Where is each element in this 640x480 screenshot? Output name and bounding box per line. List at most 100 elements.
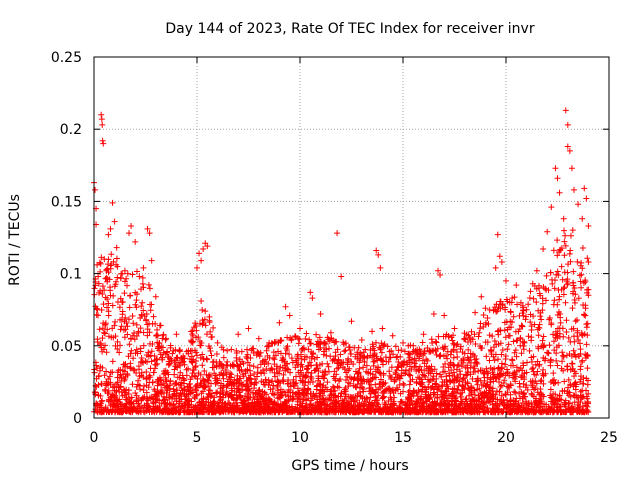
data-point xyxy=(440,353,447,360)
data-point xyxy=(203,331,210,338)
data-point xyxy=(183,390,190,397)
data-point xyxy=(563,278,570,285)
data-point xyxy=(416,407,423,414)
data-point xyxy=(557,319,564,326)
data-point xyxy=(256,386,263,393)
data-point xyxy=(562,232,569,239)
data-point xyxy=(199,362,206,369)
data-point xyxy=(107,402,114,409)
data-point xyxy=(560,291,567,298)
data-point xyxy=(370,358,377,365)
data-point xyxy=(263,397,270,404)
data-point xyxy=(342,391,349,398)
data-point xyxy=(245,325,252,332)
data-point xyxy=(95,273,102,280)
data-point xyxy=(556,395,563,402)
data-point xyxy=(195,334,202,341)
data-point xyxy=(271,356,278,363)
data-point xyxy=(115,403,122,410)
data-point xyxy=(509,357,516,364)
data-point xyxy=(585,390,592,397)
data-point xyxy=(247,367,254,374)
data-point xyxy=(502,391,509,398)
data-point xyxy=(162,367,169,374)
data-point xyxy=(546,315,553,322)
data-point xyxy=(188,328,195,335)
data-point xyxy=(161,400,168,407)
data-point xyxy=(501,327,508,334)
data-point xyxy=(412,406,419,413)
data-point xyxy=(233,377,240,384)
data-point xyxy=(450,409,457,416)
data-point xyxy=(210,358,217,365)
y-tick-label: 0 xyxy=(73,411,82,427)
data-point xyxy=(387,394,394,401)
data-point xyxy=(565,384,572,391)
data-point xyxy=(424,398,431,405)
data-point xyxy=(98,116,105,123)
data-point xyxy=(239,407,246,414)
data-point xyxy=(352,409,359,416)
data-point xyxy=(379,383,386,390)
data-point xyxy=(121,387,128,394)
data-point xyxy=(529,406,536,413)
data-point xyxy=(347,351,354,358)
data-point xyxy=(579,332,586,339)
data-point xyxy=(443,373,450,380)
data-point xyxy=(158,409,165,416)
data-point xyxy=(110,392,117,399)
data-point xyxy=(497,305,504,312)
data-point xyxy=(253,390,260,397)
data-point xyxy=(223,383,230,390)
data-point xyxy=(555,308,562,315)
data-point xyxy=(342,402,349,409)
data-point xyxy=(125,316,132,323)
data-point xyxy=(491,357,498,364)
data-point xyxy=(426,378,433,385)
data-point xyxy=(459,383,466,390)
data-point xyxy=(149,340,156,347)
data-point xyxy=(439,400,446,407)
data-point xyxy=(502,306,509,313)
data-point xyxy=(146,403,153,410)
data-point xyxy=(449,372,456,379)
data-point xyxy=(504,326,511,333)
data-point xyxy=(565,405,572,412)
data-point xyxy=(158,344,165,351)
data-point xyxy=(550,390,557,397)
data-point xyxy=(242,393,249,400)
data-point xyxy=(104,278,111,285)
data-point xyxy=(118,323,125,330)
data-point xyxy=(423,409,430,416)
data-point xyxy=(345,379,352,386)
data-point xyxy=(497,298,504,305)
data-point xyxy=(143,368,150,375)
data-point xyxy=(404,402,411,409)
data-point xyxy=(504,366,511,373)
data-point xyxy=(556,293,563,300)
data-point xyxy=(124,323,131,330)
data-point xyxy=(519,409,526,416)
data-point xyxy=(406,359,413,366)
data-point xyxy=(126,230,133,237)
data-point xyxy=(527,378,534,385)
data-point xyxy=(146,301,153,308)
data-point xyxy=(441,312,448,319)
data-point xyxy=(273,363,280,370)
data-point xyxy=(117,274,124,281)
data-point xyxy=(284,407,291,414)
data-point xyxy=(173,354,180,361)
data-point xyxy=(529,280,536,287)
data-point xyxy=(418,388,425,395)
data-point xyxy=(585,222,592,229)
data-point xyxy=(118,377,125,384)
data-point xyxy=(580,374,587,381)
data-point xyxy=(388,374,395,381)
data-point xyxy=(275,409,282,416)
data-point xyxy=(371,347,378,354)
data-point xyxy=(568,353,575,360)
data-point xyxy=(370,409,377,416)
data-point xyxy=(544,228,551,235)
data-point xyxy=(380,342,387,349)
